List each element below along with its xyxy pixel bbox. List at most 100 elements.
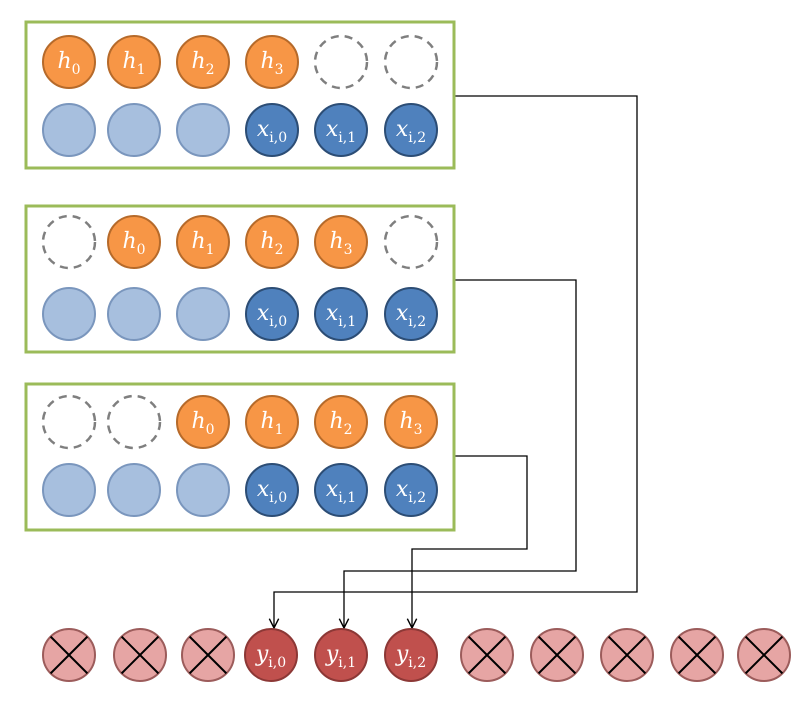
input-label-subscript: i,0 [269,130,287,146]
panel-frame [24,20,456,170]
padding-input-node [107,463,161,517]
hidden-state-label-symbol: h [260,49,274,74]
padding-input-node [42,287,96,341]
panel-frame [24,382,456,532]
input-label: xi,0 [257,301,287,330]
input-label-symbol: x [326,301,339,326]
hidden-state-label: h2 [329,409,352,438]
hidden-state-label-symbol: h [329,229,343,254]
hidden-state-node [245,35,299,89]
hidden-state-label-symbol: h [191,409,205,434]
input-node [314,463,368,517]
hidden-state-node [245,215,299,269]
hidden-state-label-subscript: 1 [275,422,284,438]
empty-slot-node [313,34,369,90]
hidden-state-label: h0 [191,409,214,438]
hidden-state-label: h1 [122,49,145,78]
hidden-state-label: h1 [260,409,283,438]
output-label-subscript: i,1 [338,655,356,671]
hidden-state-node [384,395,438,449]
hidden-state-label-subscript: 3 [414,422,423,438]
connector-arrow-3 [412,455,528,628]
padding-input-node [176,463,230,517]
input-label-symbol: x [326,477,339,502]
masked-output-node [600,628,654,682]
input-node [314,103,368,157]
panel-frame [24,204,456,354]
output-label: yi,0 [255,642,286,671]
hidden-state-label: h0 [57,49,80,78]
hidden-state-label-subscript: 3 [344,242,353,258]
hidden-state-label-symbol: h [399,409,413,434]
empty-slot-node [383,34,439,90]
input-label: xi,2 [396,477,426,506]
input-label: xi,1 [326,301,356,330]
input-node [384,103,438,157]
cross-icon [677,635,717,675]
input-label: xi,0 [257,117,287,146]
empty-slot-node [41,214,97,270]
input-node [245,103,299,157]
cross-icon [537,635,577,675]
input-label-subscript: i,1 [338,490,356,506]
hidden-state-label-subscript: 2 [275,242,284,258]
hidden-state-node [176,35,230,89]
input-label-symbol: x [396,301,409,326]
output-label-subscript: i,0 [268,655,286,671]
input-node [384,463,438,517]
input-label-symbol: x [396,477,409,502]
output-node [314,628,368,682]
hidden-state-label: h2 [191,49,214,78]
hidden-state-label-symbol: h [57,49,71,74]
hidden-state-label-symbol: h [191,49,205,74]
hidden-state-label: h3 [399,409,422,438]
hidden-state-label-subscript: 1 [137,62,146,78]
hidden-state-node [42,35,96,89]
input-label: xi,0 [257,477,287,506]
hidden-state-node [245,395,299,449]
hidden-state-node [176,395,230,449]
hidden-state-label-symbol: h [122,49,136,74]
connector-lines [274,95,638,628]
output-label-symbol: y [395,642,409,667]
cross-icon [744,635,784,675]
padding-input-node [176,103,230,157]
masked-output-node [670,628,724,682]
input-label-subscript: i,2 [408,314,426,330]
hidden-state-node [314,215,368,269]
hidden-state-label-subscript: 0 [72,62,81,78]
output-label-subscript: i,2 [408,655,426,671]
padding-input-node [176,287,230,341]
hidden-state-label-subscript: 3 [275,62,284,78]
hidden-state-label: h3 [329,229,352,258]
hidden-state-node [107,35,161,89]
input-node [245,287,299,341]
hidden-state-label-symbol: h [260,229,274,254]
hidden-state-label-symbol: h [260,409,274,434]
hidden-state-label-subscript: 1 [206,242,215,258]
input-node [245,463,299,517]
cross-icon [607,635,647,675]
hidden-state-label-symbol: h [122,229,136,254]
masked-output-node [737,628,791,682]
cross-icon [49,635,89,675]
input-label: xi,1 [326,477,356,506]
hidden-state-label-subscript: 0 [206,422,215,438]
input-label-subscript: i,2 [408,490,426,506]
masked-output-node [460,628,514,682]
padding-input-node [42,103,96,157]
hidden-state-label-symbol: h [191,229,205,254]
output-label-symbol: y [325,642,339,667]
hidden-state-label: h0 [122,229,145,258]
masked-output-node [113,628,167,682]
input-label-symbol: x [257,117,270,142]
input-label: xi,2 [396,301,426,330]
masked-output-node [530,628,584,682]
input-label: xi,2 [396,117,426,146]
connector-arrow-2 [344,279,577,628]
input-label-subscript: i,2 [408,130,426,146]
